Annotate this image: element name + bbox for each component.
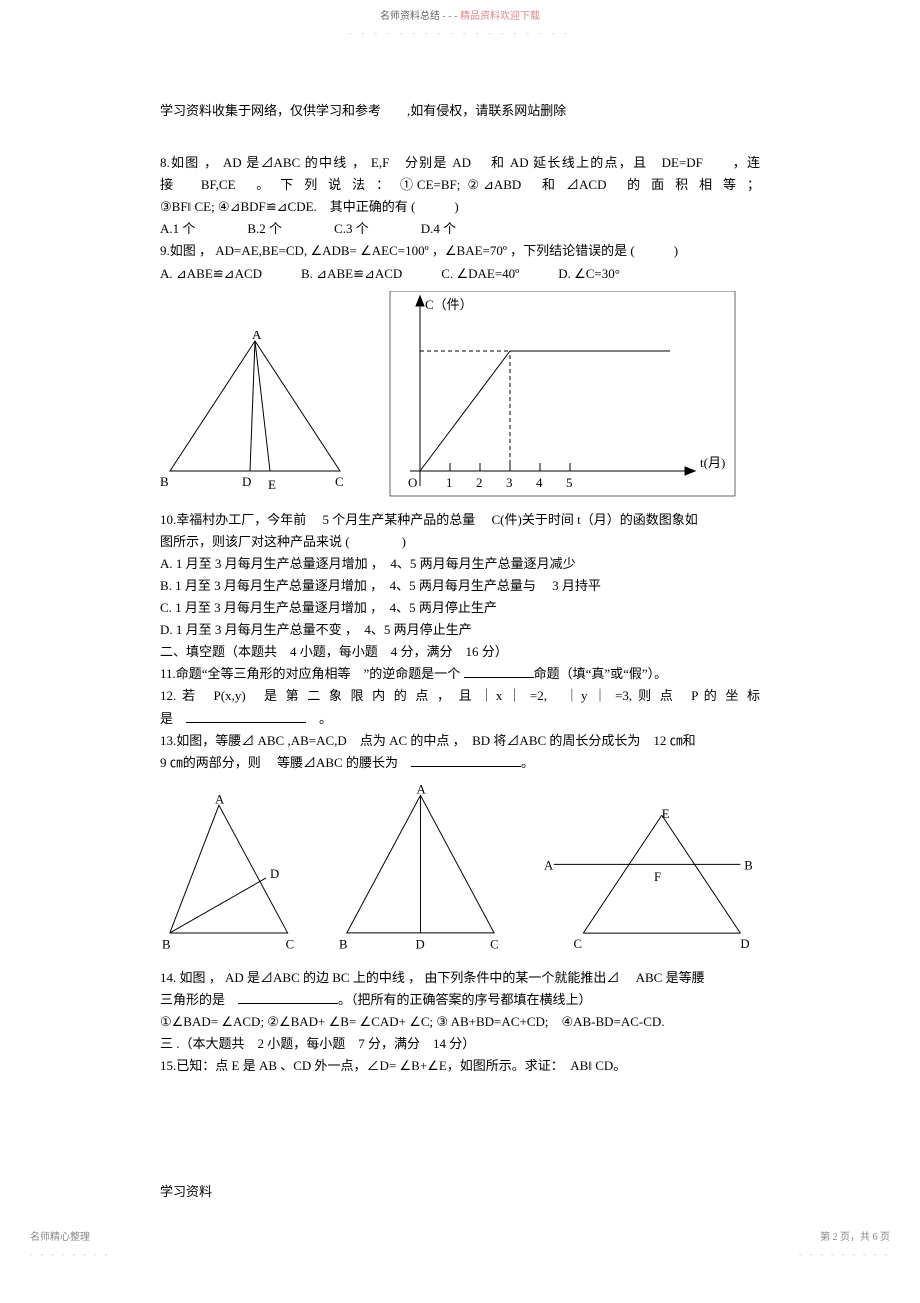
diagrams-row-2: A B C D A B C D	[160, 784, 760, 959]
d5-B: B	[744, 858, 753, 872]
d3-D: D	[270, 867, 279, 881]
notice-text: 学习资料收集于网络，仅供学习和参考 ,如有侵权，请联系网站删除	[160, 100, 760, 122]
diagrams-row-1: A B C D E	[160, 291, 760, 501]
chart-xlabel: t(月)	[700, 455, 725, 470]
lbl-E: E	[268, 477, 276, 492]
lbl-D: D	[242, 474, 251, 489]
lbl-A: A	[252, 331, 262, 342]
xtick-4: 4	[536, 475, 543, 490]
q10-A: A. 1 月至 3 月每月生产总量逐月增加 ， 4、5 两月每月生产总量逐月减少	[160, 553, 760, 575]
q10-C: C. 1 月至 3 月每月生产总量逐月增加 ， 4、5 两月停止生产	[160, 597, 760, 619]
q9-line1: 9.如图 ， AD=AE,BE=CD, ∠ADB= ∠AEC=100º ，∠BA…	[160, 240, 760, 262]
xtick-5: 5	[566, 475, 573, 490]
header-text2: 精品资料欢迎下载	[460, 11, 540, 22]
study-footer: 学习资料	[160, 1181, 212, 1203]
q10-line2: 图所示，则该厂对这种产品来说 ( )	[160, 531, 760, 553]
q13-line2: 9 ㎝的两部分，则 等腰⊿ABC 的腰长为 。	[160, 752, 760, 774]
d3-B: B	[162, 937, 171, 951]
footer-left: 名师精心整理 - - - - - - - -	[30, 1229, 110, 1263]
q13-blank	[411, 766, 521, 767]
q11-post: 命题（填“真”或“假”）。	[534, 666, 668, 681]
q12-line2: 是 。	[160, 708, 760, 730]
lbl-C: C	[335, 474, 344, 489]
q10-B: B. 1 月至 3 月每月生产总量逐月增加 ， 4、5 两月每月生产总量与 3 …	[160, 575, 760, 597]
d4-D: D	[416, 937, 425, 951]
footer-right-dots: - - - - - - - - -	[799, 1250, 890, 1259]
q8-line2: 接 BF,CE 。 下 列 说 法 ： ①CE=BF; ②⊿ABD 和 ⊿ACD…	[160, 174, 760, 196]
q14-line3: ①∠BAD= ∠ACD; ②∠BAD+ ∠B= ∠CAD+ ∠C; ③ AB+B…	[160, 1011, 760, 1033]
d3-C: C	[286, 937, 295, 951]
q14-post: 。（把所有的正确答案的序号都填在横线上）	[338, 992, 592, 1007]
diagram-triangle-3: A B C D	[160, 794, 307, 959]
q14-blank	[238, 1003, 338, 1004]
q11-pre: 11.命题“全等三角形的对应角相等 ”的逆命题是一个	[160, 666, 464, 681]
footer-left-dots: - - - - - - - -	[30, 1250, 110, 1259]
q14-line1: 14. 如图 ， AD 是⊿ABC 的边 BC 上的中线 ， 由下列条件中的某一…	[160, 967, 760, 989]
q10-D: D. 1 月至 3 月每月生产总量不变 ， 4、5 两月停止生产	[160, 619, 760, 641]
d3-A: A	[215, 794, 225, 806]
d5-D: D	[740, 937, 749, 951]
page-content: 学习资料收集于网络，仅供学习和参考 ,如有侵权，请联系网站删除 8.如图 ， A…	[0, 0, 920, 1117]
header-text1: 名师资料总结	[380, 11, 440, 22]
header-dots: - - - - - - - - - - - - - - - - - -	[349, 29, 571, 38]
q13-line1: 13.如图，等腰⊿ ABC ,AB=AC,D 点为 AC 的中点 ， BD 将⊿…	[160, 730, 760, 752]
q9-line2: A. ⊿ABE≌⊿ACD B. ⊿ABE≌⊿ACD C. ∠DAE=40º D.…	[160, 263, 760, 285]
q8-line1: 8.如图 ， AD 是⊿ABC 的中线 ， E,F 分别是 AD 和 AD 延长…	[160, 152, 760, 174]
chart-O: O	[408, 475, 417, 490]
section-3: 三 .（本大题共 2 小题，每小题 7 分，满分 14 分）	[160, 1033, 760, 1055]
q12-post: 。	[306, 711, 332, 726]
header-sep: - - -	[443, 11, 461, 22]
diagram-triangle-4: A B C D	[337, 784, 514, 959]
d4-A: A	[417, 784, 427, 796]
section-2: 二、填空题（本题共 4 小题，每小题 4 分，满分 16 分）	[160, 641, 760, 663]
d5-C: C	[573, 937, 582, 951]
q14-line2: 三角形的是 。（把所有的正确答案的序号都填在横线上）	[160, 989, 760, 1011]
d4-C: C	[490, 937, 499, 951]
footer-right: 第 2 页，共 6 页 - - - - - - - - -	[799, 1229, 890, 1263]
footer-left-text: 名师精心整理	[30, 1232, 90, 1243]
d5-E: E	[662, 809, 670, 821]
q8-line3: ③BF‖ CE; ④⊿BDF≌⊿CDE. 其中正确的有 ( )	[160, 196, 760, 218]
q13-pre: 9 ㎝的两部分，则 等腰⊿ABC 的腰长为	[160, 755, 411, 770]
q12-line1: 12. 若 P(x,y) 是 第 二 象 限 内 的 点 ， 且 ｜x ｜ =2…	[160, 685, 760, 707]
xtick-2: 2	[476, 475, 483, 490]
diagram-linechart: C（件） t(月) O 1 2 3 4 5	[370, 291, 740, 501]
xtick-3: 3	[506, 475, 513, 490]
d5-A: A	[544, 858, 554, 872]
diagram-triangle-1: A B C D E	[160, 331, 360, 501]
d5-F: F	[654, 870, 661, 884]
footer-right-text: 第 2 页，共 6 页	[820, 1232, 890, 1243]
q10-line1: 10.幸福村办工厂，今年前 5 个月生产某种产品的总量 C(件)关于时间 t（月…	[160, 509, 760, 531]
q15: 15.已知：点 E 是 AB 、CD 外一点，∠D= ∠B+∠E，如图所示。求证…	[160, 1055, 760, 1077]
diagram-quad-5: A B C D E F	[544, 809, 760, 959]
q11: 11.命题“全等三角形的对应角相等 ”的逆命题是一个 命题（填“真”或“假”）。	[160, 663, 760, 685]
q11-blank	[464, 677, 534, 678]
xtick-1: 1	[446, 475, 453, 490]
top-header: 名师资料总结 - - - 精品资料欢迎下载 - - - - - - - - - …	[0, 8, 920, 42]
chart-ylabel: C（件）	[425, 297, 473, 312]
q13-post: 。	[521, 755, 534, 770]
q12-blank	[186, 722, 306, 723]
q14-pre: 三角形的是	[160, 992, 238, 1007]
q8-opts: A.1 个 B.2 个 C.3 个 D.4 个	[160, 218, 760, 240]
d4-B: B	[339, 937, 348, 951]
q12-pre: 是	[160, 711, 186, 726]
lbl-B: B	[160, 474, 169, 489]
